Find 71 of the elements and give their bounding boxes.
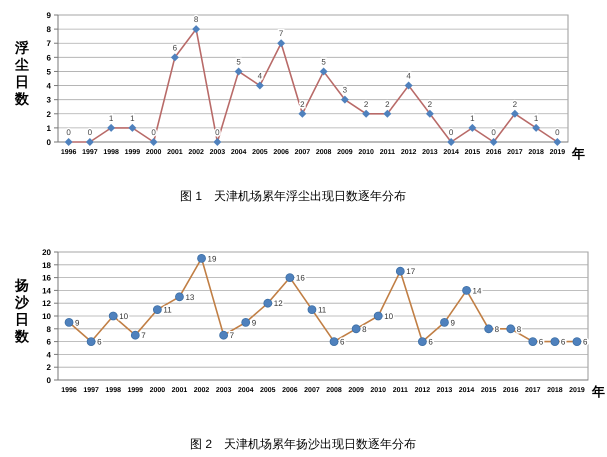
data-label: 8	[194, 15, 199, 24]
data-label: 4	[406, 72, 412, 81]
data-label: 3	[342, 86, 348, 95]
data-label: 1	[130, 114, 136, 123]
data-label: 2	[512, 100, 518, 109]
data-label: 1	[534, 114, 539, 123]
data-label: 7	[141, 331, 146, 340]
y-axis-title: 浮尘日数	[14, 40, 30, 106]
data-label: 2	[300, 100, 306, 109]
y-tick-label: 2	[46, 110, 52, 119]
text: 图 1 天津机场累年浮尘出现日数逐年分布	[180, 189, 406, 203]
data-label: 0	[491, 128, 496, 137]
data-label: 1	[470, 114, 476, 123]
y-tick-label: 12	[42, 299, 52, 308]
y-tick-label: 1	[46, 124, 52, 133]
y-tick-label: 4	[46, 82, 52, 91]
data-label: 5	[236, 57, 242, 66]
data-label: 19	[208, 254, 217, 264]
data-label: 6	[97, 338, 102, 347]
y-tick-label: 0	[46, 138, 52, 147]
data-label: 10	[384, 312, 394, 321]
y-tick-label: 8	[46, 25, 52, 34]
data-label: 6	[340, 338, 346, 347]
data-label: 0	[151, 128, 156, 137]
y-tick-label: 0	[46, 376, 52, 385]
data-label: 6	[428, 338, 434, 347]
data-label: 14	[472, 286, 482, 296]
data-label: 16	[296, 274, 306, 283]
data-label: 9	[450, 318, 456, 328]
data-label: 0	[66, 128, 72, 137]
y-tick-label: 14	[42, 286, 52, 296]
y-tick-label: 9	[46, 11, 52, 20]
data-label: 1	[108, 114, 114, 123]
data-label: 9	[75, 318, 80, 328]
data-label: 8	[362, 324, 368, 334]
y-tick-label: 4	[46, 350, 52, 360]
y-tick-label: 5	[46, 67, 52, 76]
data-label: 2	[364, 100, 369, 109]
data-label: 6	[172, 43, 178, 52]
y-tick-label: 20	[42, 248, 52, 257]
data-label: 11	[318, 306, 327, 315]
data-label: 7	[278, 29, 284, 38]
y-tick-label: 6	[46, 53, 52, 62]
y-tick-label: 3	[46, 96, 52, 105]
data-label: 10	[119, 312, 129, 321]
data-label: 4	[258, 72, 263, 81]
data-label: 7	[230, 331, 235, 340]
y-tick-label: 16	[42, 274, 52, 283]
text: 图 2 天津机场累年扬沙出现日数逐年分布	[190, 437, 416, 451]
y-tick-label: 8	[46, 324, 52, 334]
data-label: 5	[321, 57, 326, 66]
y-tick-label: 10	[42, 312, 52, 321]
data-label: 0	[88, 128, 93, 137]
data-label: 12	[274, 299, 284, 308]
y-axis-title: 扬沙日数	[14, 277, 30, 344]
data-label: 0	[555, 128, 560, 137]
data-label: 13	[185, 292, 195, 302]
y-tick-label: 6	[46, 338, 52, 347]
y-tick-label: 2	[46, 363, 52, 372]
data-label: 2	[385, 100, 390, 109]
y-tick-label: 18	[42, 260, 52, 270]
data-label: 17	[406, 267, 416, 276]
data-label: 9	[252, 318, 257, 328]
data-label: 11	[163, 306, 172, 315]
y-tick-label: 7	[46, 39, 52, 48]
data-label: 8	[516, 324, 522, 334]
data-label: 6	[582, 338, 588, 347]
x-axis-title: 年	[591, 384, 605, 399]
data-label: 0	[448, 128, 454, 137]
data-label: 2	[428, 100, 433, 109]
x-axis-title: 年	[571, 146, 585, 161]
